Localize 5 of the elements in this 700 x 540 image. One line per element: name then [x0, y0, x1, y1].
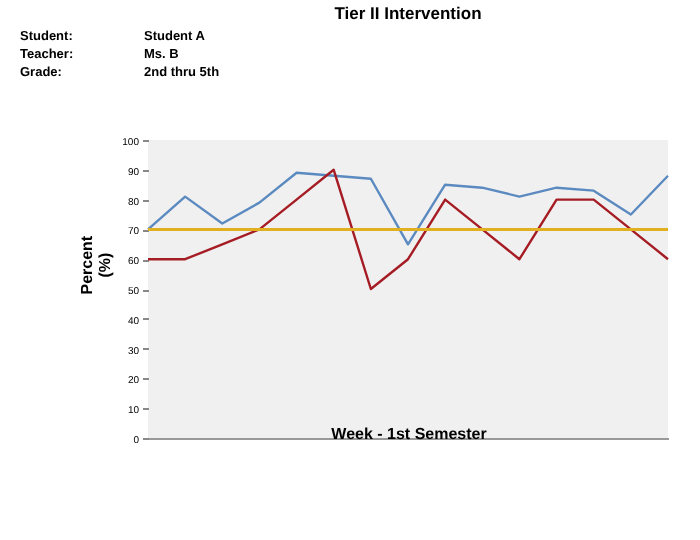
- chart-title: Tier II Intervention: [334, 3, 482, 23]
- y-axis-title: Percent (%): [78, 235, 114, 295]
- x-axis-title: Week - 1st Semester: [331, 425, 487, 443]
- line-series: [146, 168, 670, 291]
- line-series: [146, 171, 670, 246]
